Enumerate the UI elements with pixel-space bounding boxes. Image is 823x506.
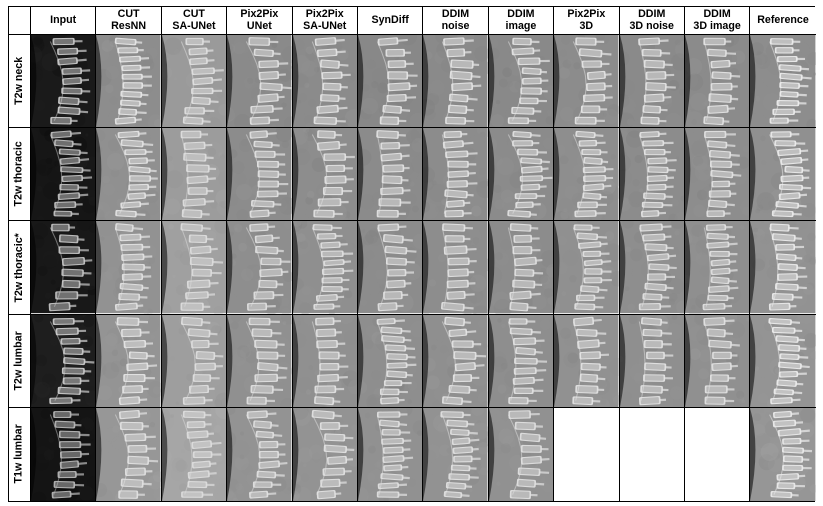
col-header-ddim_3d_noise: DDIM 3D noise (620, 7, 685, 35)
cell-t1w_lumbar-syndiff (358, 408, 423, 501)
cell-t2w_thoracic2-ddim_noise (423, 221, 488, 314)
cell-t2w_thoracic-ddim_3d_image (685, 128, 750, 221)
cell-t2w_lumbar-pix2pix_unet (227, 315, 292, 408)
cell-t1w_lumbar-pix2pix_unet (227, 408, 292, 501)
cell-t2w_thoracic-reference (750, 128, 815, 221)
row-header-label: T2w thoracic* (14, 233, 26, 302)
cell-t2w_thoracic2-syndiff (358, 221, 423, 314)
cell-t2w_neck-reference (750, 35, 815, 128)
cell-t1w_lumbar-cut_resnn (96, 408, 161, 501)
cell-t2w_lumbar-cut_saunet (162, 315, 227, 408)
col-header-cut_resnn: CUT ResNN (96, 7, 161, 35)
cell-t2w_thoracic-syndiff (358, 128, 423, 221)
cell-t2w_thoracic2-ddim_3d_noise (620, 221, 685, 314)
row-header-t2w_neck: T2w neck (9, 35, 31, 128)
cell-t1w_lumbar-reference (750, 408, 815, 501)
cell-t2w_thoracic-cut_resnn (96, 128, 161, 221)
cell-t2w_thoracic-pix2pix_3d (554, 128, 619, 221)
row-header-t2w_lumbar: T2w lumbar (9, 315, 31, 408)
col-header-cut_saunet: CUT SA-UNet (162, 7, 227, 35)
cell-t2w_lumbar-cut_resnn (96, 315, 161, 408)
cell-t2w_thoracic2-cut_resnn (96, 221, 161, 314)
row-header-t2w_thoracic2: T2w thoracic* (9, 221, 31, 314)
row-header-t1w_lumbar: T1w lumbar (9, 408, 31, 501)
cell-t2w_thoracic-pix2pix_unet (227, 128, 292, 221)
col-header-ddim_image: DDIM image (489, 7, 554, 35)
cell-t1w_lumbar-ddim_image (489, 408, 554, 501)
cell-t2w_thoracic2-pix2pix_saunet (293, 221, 358, 314)
cell-t2w_lumbar-input (31, 315, 96, 408)
cell-t2w_neck-cut_saunet (162, 35, 227, 128)
cell-t2w_thoracic2-ddim_image (489, 221, 554, 314)
cell-t2w_thoracic-ddim_image (489, 128, 554, 221)
cell-t1w_lumbar-pix2pix_3d (554, 408, 619, 501)
row-header-label: T2w lumbar (14, 331, 26, 390)
cell-t2w_lumbar-ddim_image (489, 315, 554, 408)
cell-t2w_lumbar-pix2pix_3d (554, 315, 619, 408)
cell-t2w_neck-input (31, 35, 96, 128)
col-header-input: Input (31, 7, 96, 35)
cell-t2w_neck-ddim_3d_image (685, 35, 750, 128)
col-header-pix2pix_unet: Pix2Pix UNet (227, 7, 292, 35)
cell-t2w_thoracic2-reference (750, 221, 815, 314)
col-header-pix2pix_saunet: Pix2Pix SA-UNet (293, 7, 358, 35)
cell-t2w_lumbar-ddim_3d_noise (620, 315, 685, 408)
row-header-label: T2w thoracic (14, 142, 26, 207)
cell-t2w_neck-syndiff (358, 35, 423, 128)
col-header-reference: Reference (750, 7, 815, 35)
cell-t2w_thoracic2-ddim_3d_image (685, 221, 750, 314)
cell-t2w_neck-pix2pix_saunet (293, 35, 358, 128)
image-grid: InputCUT ResNNCUT SA-UNetPix2Pix UNetPix… (8, 6, 815, 502)
cell-t1w_lumbar-ddim_3d_image (685, 408, 750, 501)
cell-t1w_lumbar-ddim_noise (423, 408, 488, 501)
comparison-figure: InputCUT ResNNCUT SA-UNetPix2Pix UNetPix… (8, 6, 815, 500)
row-header-label: T1w lumbar (14, 425, 26, 484)
col-header-syndiff: SynDiff (358, 7, 423, 35)
cell-t2w_thoracic-input (31, 128, 96, 221)
cell-t2w_neck-pix2pix_3d (554, 35, 619, 128)
cell-t2w_thoracic-cut_saunet (162, 128, 227, 221)
cell-t2w_lumbar-ddim_noise (423, 315, 488, 408)
cell-t1w_lumbar-ddim_3d_noise (620, 408, 685, 501)
cell-t2w_lumbar-syndiff (358, 315, 423, 408)
cell-t2w_thoracic-pix2pix_saunet (293, 128, 358, 221)
cell-t2w_neck-pix2pix_unet (227, 35, 292, 128)
cell-t2w_neck-cut_resnn (96, 35, 161, 128)
cell-t1w_lumbar-cut_saunet (162, 408, 227, 501)
col-header-ddim_3d_image: DDIM 3D image (685, 7, 750, 35)
cell-t2w_thoracic-ddim_noise (423, 128, 488, 221)
grid-corner (9, 7, 31, 35)
row-header-label: T2w neck (14, 57, 26, 105)
cell-t2w_thoracic-ddim_3d_noise (620, 128, 685, 221)
cell-t1w_lumbar-pix2pix_saunet (293, 408, 358, 501)
cell-t1w_lumbar-input (31, 408, 96, 501)
cell-t2w_lumbar-pix2pix_saunet (293, 315, 358, 408)
cell-t2w_thoracic2-pix2pix_3d (554, 221, 619, 314)
cell-t2w_thoracic2-cut_saunet (162, 221, 227, 314)
cell-t2w_neck-ddim_noise (423, 35, 488, 128)
row-header-t2w_thoracic: T2w thoracic (9, 128, 31, 221)
col-header-pix2pix_3d: Pix2Pix 3D (554, 7, 619, 35)
cell-t2w_thoracic2-pix2pix_unet (227, 221, 292, 314)
cell-t2w_lumbar-reference (750, 315, 815, 408)
cell-t2w_lumbar-ddim_3d_image (685, 315, 750, 408)
cell-t2w_neck-ddim_3d_noise (620, 35, 685, 128)
cell-t2w_neck-ddim_image (489, 35, 554, 128)
cell-t2w_thoracic2-input (31, 221, 96, 314)
col-header-ddim_noise: DDIM noise (423, 7, 488, 35)
